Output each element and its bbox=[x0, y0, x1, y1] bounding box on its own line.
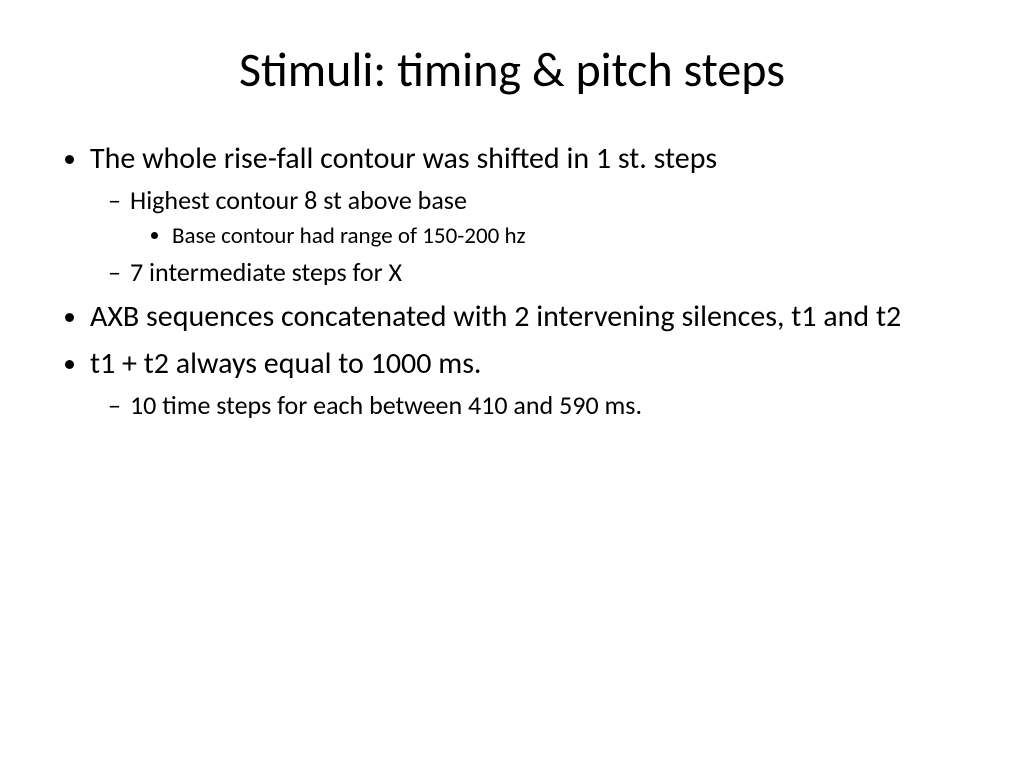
slide: Stimuli: timing & pitch steps The whole … bbox=[0, 0, 1024, 768]
sub-sub-bullet-text: Base contour had range of 150-200 hz bbox=[172, 222, 526, 250]
sub-sub-bullet-list: Base contour had range of 150-200 hz bbox=[130, 222, 964, 252]
bullet-text: The whole rise-fall contour was shifted … bbox=[90, 140, 717, 177]
bullet-text: t1 + t2 always equal to 1000 ms. bbox=[90, 345, 482, 382]
sub-bullet-item: Highest contour 8 st above base Base con… bbox=[130, 184, 964, 252]
sub-bullet-list: Highest contour 8 st above base Base con… bbox=[90, 184, 964, 289]
bullet-item: AXB sequences concatenated with 2 interv… bbox=[90, 297, 964, 336]
bullet-list: The whole rise-fall contour was shifted … bbox=[60, 139, 964, 423]
sub-bullet-text: 7 intermediate steps for X bbox=[130, 256, 402, 288]
bullet-text: AXB sequences concatenated with 2 interv… bbox=[90, 298, 901, 335]
slide-title: Stimuli: timing & pitch steps bbox=[60, 40, 964, 99]
bullet-item: The whole rise-fall contour was shifted … bbox=[90, 139, 964, 289]
sub-sub-bullet-item: Base contour had range of 150-200 hz bbox=[172, 222, 964, 252]
sub-bullet-list: 10 time steps for each between 410 and 5… bbox=[90, 389, 964, 423]
sub-bullet-item: 7 intermediate steps for X bbox=[130, 256, 964, 290]
sub-bullet-text: Highest contour 8 st above base bbox=[130, 184, 467, 216]
sub-bullet-text: 10 time steps for each between 410 and 5… bbox=[130, 389, 642, 421]
bullet-item: t1 + t2 always equal to 1000 ms. 10 time… bbox=[90, 344, 964, 423]
sub-bullet-item: 10 time steps for each between 410 and 5… bbox=[130, 389, 964, 423]
